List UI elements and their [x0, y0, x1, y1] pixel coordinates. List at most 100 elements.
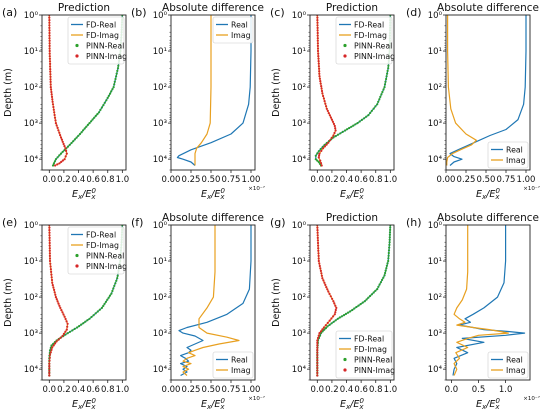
x-tick-label: 0.25 [457, 175, 476, 185]
x-tick-label: 0.25 [182, 385, 201, 395]
series-line-real [449, 15, 527, 166]
x-tick-label: 0.75 [497, 175, 516, 185]
data-point [381, 278, 384, 281]
legend-label: PINN-Imag [354, 52, 395, 61]
data-point [319, 159, 322, 162]
data-point [327, 112, 330, 115]
x-tick-label: 0.4 [72, 385, 86, 395]
legend-label: Real [231, 20, 248, 29]
legend-label: Real [231, 355, 248, 364]
data-point [99, 108, 102, 111]
data-point [374, 289, 377, 292]
data-point [48, 42, 51, 45]
panel-letter: (e) [2, 216, 17, 229]
legend-label: PINN-Real [86, 251, 124, 260]
x-tick-label: 0.4 [340, 175, 354, 185]
data-point [58, 131, 61, 134]
data-point [83, 127, 86, 130]
series-imag [182, 225, 240, 376]
data-point [318, 75, 321, 78]
data-point [363, 300, 366, 303]
y-tick-label: 10³ [24, 119, 38, 129]
series-real [178, 225, 252, 377]
data-point [322, 279, 325, 282]
axes-frame [41, 224, 127, 381]
data-point [314, 154, 317, 157]
data-point [328, 319, 331, 322]
panel-g: 10⁰ 10¹ 10² 10³ 10⁴ 0.0 0.2 0.4 0.6 0.8 1.0 Ex/Ex0 D… [270, 212, 397, 411]
data-point [56, 156, 59, 159]
x-tick-label: 0.6 [354, 385, 368, 395]
data-point [317, 252, 320, 255]
data-point [378, 98, 381, 101]
data-point [90, 315, 93, 319]
panel-letter: (f) [131, 216, 143, 229]
x-tick-label: 0.00 [437, 175, 456, 185]
data-point [49, 70, 52, 73]
data-point [75, 136, 78, 139]
data-point [51, 346, 54, 349]
data-point [363, 117, 366, 120]
legend-swatch [343, 368, 347, 372]
data-point [114, 77, 117, 81]
legend: Real Imag [212, 16, 254, 44]
data-point [53, 291, 56, 294]
data-point [376, 288, 379, 291]
data-point [352, 124, 355, 127]
data-point [115, 279, 118, 282]
data-point [54, 342, 57, 345]
x-tick-label: 0.0 [311, 385, 325, 395]
data-point [48, 359, 51, 362]
data-point [66, 332, 69, 335]
data-point [56, 126, 59, 129]
series-imag [194, 15, 212, 166]
data-point [361, 301, 364, 304]
legend-label: PINN-Imag [354, 366, 395, 375]
data-point [318, 332, 321, 335]
data-point [341, 130, 344, 133]
data-point [110, 292, 113, 295]
y-tick-label: 10³ [153, 119, 167, 129]
data-point [316, 42, 319, 45]
data-point [57, 302, 60, 305]
data-point [64, 155, 67, 158]
data-point [64, 147, 67, 150]
data-point [329, 295, 332, 298]
data-point [374, 105, 377, 108]
data-point [344, 312, 348, 315]
data-point [388, 243, 391, 246]
x-tick-label: 1.0 [116, 175, 130, 185]
data-point [65, 152, 68, 155]
data-point [48, 257, 52, 260]
data-point [317, 247, 320, 250]
data-point [367, 114, 370, 117]
data-point [60, 138, 64, 141]
panel-e: 10⁰ 10¹ 10² 10³ 10⁴ 0.0 0.2 0.4 0.6 0.8 1.0 Ex/Ex0 D… [2, 216, 129, 411]
legend-label: FD-Imag [86, 241, 119, 250]
x-multiplier-label: ×10⁻⁷ [523, 185, 540, 192]
data-point [387, 259, 390, 263]
data-point [317, 259, 320, 263]
data-point [324, 327, 327, 330]
data-point [327, 290, 330, 293]
x-tick-label: 0.8 [369, 385, 383, 395]
data-point [65, 320, 68, 323]
data-point [94, 114, 97, 117]
data-point [66, 145, 70, 148]
data-point [116, 274, 119, 277]
data-point [48, 16, 51, 19]
data-point [357, 304, 360, 307]
data-point [62, 332, 65, 335]
legend-label: PINN-Imag [86, 52, 127, 61]
series-line-imag [446, 15, 477, 166]
series-imag [446, 15, 477, 166]
x-tick-label: 1.0 [116, 385, 130, 395]
data-point [316, 358, 319, 362]
data-point [48, 372, 51, 375]
data-point [48, 249, 51, 252]
data-point [54, 119, 57, 122]
data-point [116, 67, 120, 70]
data-point [58, 154, 61, 157]
data-point [48, 60, 52, 63]
y-tick-label: 10⁰ [428, 221, 443, 231]
